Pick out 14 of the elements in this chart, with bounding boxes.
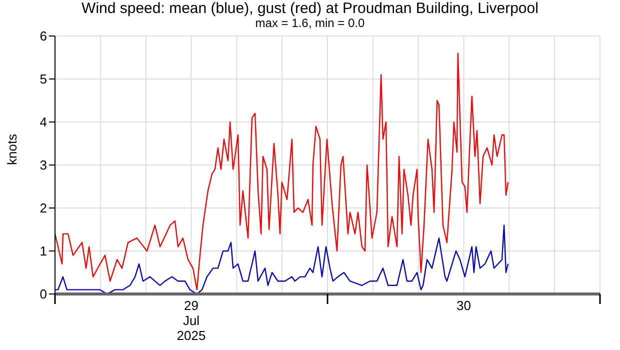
y-tick-label: 3 (40, 158, 47, 173)
chart-subtitle: max = 1.6, min = 0.0 (254, 16, 366, 30)
x-tick-label: 30 (456, 298, 471, 313)
line-series (55, 224, 509, 294)
line-series (55, 52, 509, 290)
x-tick-label: 29 Jul 2025 (176, 298, 206, 343)
y-tick-label: 6 (40, 28, 47, 44)
y-tick-label: 2 (40, 200, 47, 216)
y-tick-label: 4 (40, 114, 47, 130)
y-tick-label: 1 (40, 244, 47, 259)
y-tick-label: 0 (40, 286, 47, 302)
y-axis-title: knots (4, 133, 20, 165)
y-tick-label: 5 (40, 72, 47, 87)
chart-title: Wind speed: mean (blue), gust (red) at Proudman Building, Liverpool (80, 0, 540, 17)
